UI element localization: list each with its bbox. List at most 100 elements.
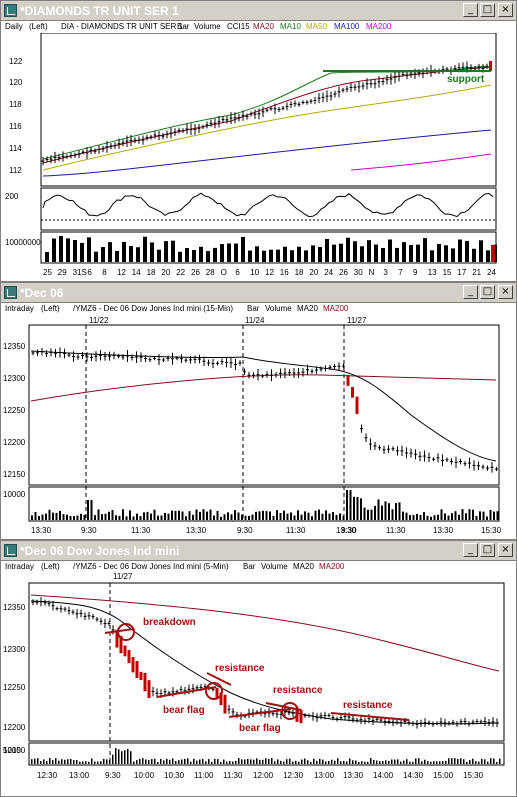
price-bar — [487, 718, 491, 727]
price-bar — [163, 688, 167, 696]
price-bar — [477, 461, 480, 470]
close-button[interactable]: × — [498, 543, 513, 557]
price-bar — [329, 91, 333, 101]
volume-bar — [160, 758, 162, 764]
date-tick-label: 22 — [176, 268, 185, 277]
volume-bar — [295, 760, 297, 764]
volume-bar — [388, 760, 390, 764]
price-bar — [91, 613, 95, 620]
price-bar — [57, 154, 61, 162]
time-tick-label: 9:30 — [237, 526, 253, 535]
volume-bar — [244, 759, 246, 764]
time-tick-label: 9:30 — [341, 526, 357, 535]
volume-label: Volume — [261, 562, 288, 571]
price-bar — [443, 718, 447, 728]
volume-bar — [454, 758, 456, 764]
daily-chart-window[interactable]: *DIAMONDS TR UNIT SER 1 _ □ × Daily (Lef… — [0, 0, 517, 282]
volume-bar — [174, 510, 177, 520]
title-bar[interactable]: *Dec 06 _ □ × — [1, 283, 516, 303]
maximize-button[interactable]: □ — [480, 285, 495, 299]
volume-bar — [276, 249, 280, 262]
volume-bar — [234, 243, 238, 262]
volume-bar — [143, 512, 145, 520]
volume-bar — [489, 509, 492, 520]
volume-bar — [373, 759, 375, 764]
maximize-button[interactable]: □ — [480, 543, 495, 557]
volume-bar — [343, 760, 345, 764]
volume-bar — [265, 511, 268, 520]
volume-bar — [34, 512, 37, 520]
volume-bar — [304, 250, 308, 262]
volume-bar — [402, 511, 404, 520]
price-tick-label: 116 — [9, 122, 22, 131]
volume-bar — [115, 748, 117, 764]
price-bar — [99, 350, 102, 361]
price-bar — [371, 716, 375, 725]
chart-window-icon[interactable] — [4, 286, 17, 299]
volume-bar — [181, 511, 184, 520]
price-bar — [435, 721, 439, 726]
intraday-15min-window[interactable]: *Dec 06 _ □ × Intraday (Left) /YMZ6 - De… — [0, 282, 517, 540]
volume-bar — [334, 760, 336, 764]
price-bar — [355, 718, 359, 723]
minimize-button[interactable]: _ — [463, 285, 478, 299]
intraday-5min-window[interactable]: *Dec 06 Dow Jones Ind mini _ □ × Intrada… — [0, 540, 517, 797]
title-bar[interactable]: *Dec 06 Dow Jones Ind mini _ □ × — [1, 541, 516, 561]
volume-bar — [58, 760, 60, 764]
price-bar — [323, 711, 327, 720]
price-bar — [144, 354, 147, 363]
price-bar — [237, 113, 241, 122]
time-tick-label: 12:30 — [37, 771, 58, 780]
scale-label: (Left) — [29, 22, 48, 31]
window-title: *Dec 06 Dow Jones Ind mini — [20, 544, 180, 558]
chart-window-icon[interactable] — [4, 544, 17, 557]
maximize-button[interactable]: □ — [480, 3, 495, 17]
chart-window-icon[interactable] — [4, 4, 17, 17]
price-bar — [143, 672, 147, 692]
price-bar — [231, 708, 235, 716]
close-button[interactable]: × — [498, 285, 513, 299]
intraday-5min-chart[interactable]: 11/27 12350 12300 12250 12200 12150 5000… — [1, 573, 516, 796]
minimize-button[interactable]: _ — [463, 3, 478, 17]
intraday-15min-chart[interactable]: 11/22 11/24 11/27 12350 12300 12250 1220… — [1, 315, 516, 539]
volume-bar — [139, 516, 142, 520]
volume-bar — [202, 759, 204, 764]
volume-bar — [34, 758, 36, 764]
price-bar — [287, 710, 291, 716]
price-bar — [261, 374, 264, 379]
volume-bar — [195, 509, 198, 520]
volume-bar — [241, 236, 245, 262]
price-bar — [377, 75, 381, 88]
price-bar — [233, 112, 237, 124]
price-bar — [381, 77, 385, 86]
volume-bar — [208, 759, 210, 764]
price-bar — [85, 147, 89, 159]
volume-bar — [358, 761, 360, 764]
volume-bar — [262, 759, 264, 764]
close-button[interactable]: × — [498, 3, 513, 17]
volume-bar — [423, 512, 425, 520]
volume-bar — [169, 759, 171, 764]
ma10-label: MA10 — [280, 22, 301, 31]
volume-bar — [223, 759, 225, 764]
volume-bar — [321, 513, 324, 520]
volume-bar — [430, 761, 432, 764]
volume-bar — [94, 251, 98, 262]
price-bar — [269, 106, 273, 111]
daily-price-chart[interactable]: 122 120 118 116 114 112 200 10000000 sup… — [1, 33, 516, 281]
price-bar — [58, 347, 62, 358]
price-bar — [463, 461, 467, 467]
price-bar — [415, 720, 419, 729]
time-axis: 12:30 13:00 9:30 10:00 10:30 11:00 11:30 12:00 1… — [37, 771, 484, 780]
price-bar — [247, 371, 251, 379]
symbol-description: DIA - DIAMONDS TR UNIT SER 1 — [61, 22, 183, 31]
volume-bar — [448, 758, 450, 764]
price-bar — [165, 130, 169, 139]
price-bar — [445, 457, 449, 462]
volume-bar — [43, 759, 45, 764]
price-bar — [485, 63, 489, 69]
minimize-button[interactable]: _ — [463, 543, 478, 557]
title-bar[interactable]: *DIAMONDS TR UNIT SER 1 _ □ × — [1, 1, 516, 21]
price-bar — [423, 450, 426, 462]
volume-bar — [269, 511, 271, 520]
